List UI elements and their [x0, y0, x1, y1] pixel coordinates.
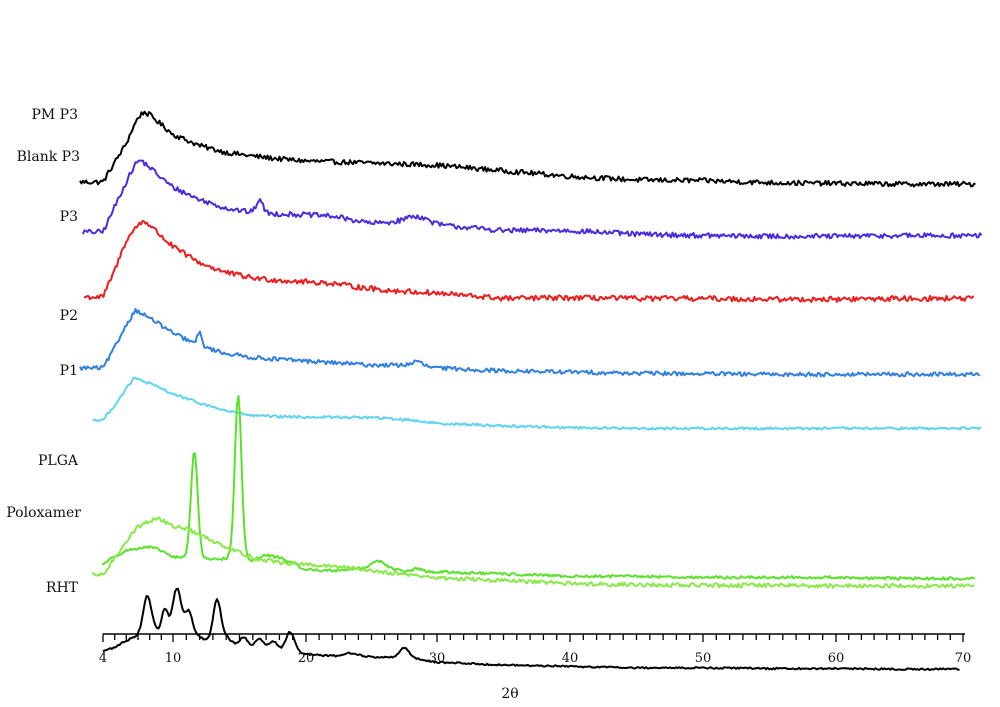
trace-blank-p3 — [82, 159, 983, 240]
trace-plga — [101, 395, 976, 581]
label-blank-p3: Blank P3 — [17, 149, 80, 165]
label-pm-p3: PM P3 — [31, 107, 78, 123]
label-poloxamer: Poloxamer — [6, 505, 81, 521]
x-tick-label: 60 — [828, 651, 845, 666]
label-p2: P2 — [60, 308, 78, 324]
trace-poloxamer — [91, 516, 975, 589]
x-tick-label: 20 — [298, 651, 315, 666]
label-rht: RHT — [46, 580, 79, 596]
x-axis: 4 10 20 30 40 50 60 70 2θ — [99, 633, 971, 702]
trace-p1 — [92, 376, 982, 431]
x-tick-label: 4 — [99, 651, 107, 666]
series-labels: PM P3 Blank P3 P3 P2 P1 PLGA Poloxamer RHT — [6, 107, 81, 596]
trace-p2 — [79, 308, 981, 378]
trace-p3 — [83, 220, 975, 303]
x-tick-label: 70 — [955, 651, 972, 666]
x-tick-label: 40 — [562, 651, 579, 666]
label-plga: PLGA — [38, 453, 79, 469]
label-p1: P1 — [60, 363, 78, 379]
x-axis-label: 2θ — [501, 686, 518, 702]
x-tick-labels: 4 10 20 30 40 50 60 70 — [99, 651, 971, 666]
x-tick-label: 10 — [165, 651, 182, 666]
trace-rht — [102, 587, 960, 671]
x-tick-label: 50 — [695, 651, 712, 666]
x-tick-label: 30 — [429, 651, 446, 666]
x-minor-ticks — [102, 634, 964, 642]
label-p3: P3 — [60, 209, 78, 225]
xrd-traces — [79, 110, 983, 671]
trace-pm-p3 — [79, 110, 976, 188]
